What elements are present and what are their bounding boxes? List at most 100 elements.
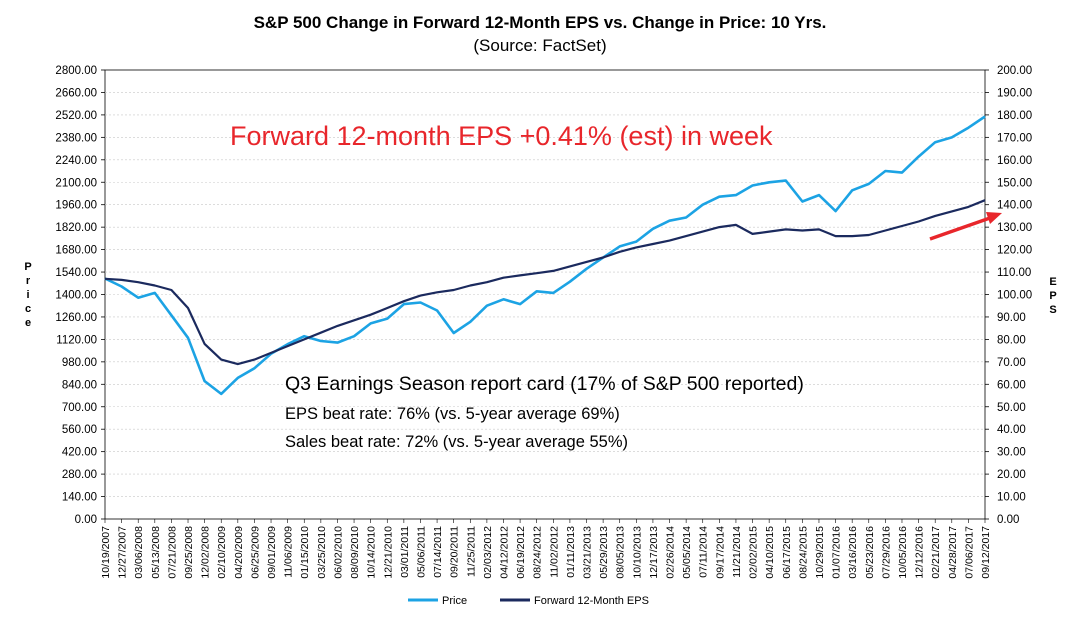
legend: Price Forward 12-Month EPS — [408, 595, 649, 607]
y-tick-label-right: 140.00 — [997, 200, 1032, 212]
x-tick-label: 11/25/2011 — [465, 526, 477, 577]
x-tick-label: 09/17/2014 — [714, 526, 726, 579]
y-tick-label-right: 50.00 — [997, 402, 1026, 414]
y-tick-label-left: 1960.00 — [55, 200, 97, 212]
y-tick-label-left: 2800.00 — [55, 65, 97, 77]
y-tick-label-left: 2660.00 — [55, 87, 97, 99]
legend-label-price: Price — [442, 595, 467, 607]
y-tick-label-left: 1680.00 — [55, 245, 97, 257]
x-tick-label: 06/17/2015 — [781, 526, 793, 579]
y-tick-label-left: 2240.00 — [55, 155, 97, 167]
y-tick-label-right: 130.00 — [997, 222, 1032, 234]
y-tick-label-right: 100.00 — [997, 290, 1032, 302]
y-tick-label-right: 0.00 — [997, 514, 1019, 526]
x-axis: 10/19/2007 12/27/2007 03/06/2008 05/13/2008… — [100, 519, 992, 579]
x-tick-label: 06/02/2010 — [332, 526, 344, 579]
y-tick-label-right: 10.00 — [997, 492, 1026, 504]
y-tick-label-right: 90.00 — [997, 312, 1026, 324]
x-tick-label: 07/21/2008 — [166, 526, 178, 579]
left-y-axis: 0.00 140.00 280.00 420.00 560.00 700.00 840.00… — [55, 65, 105, 526]
x-tick-label: 03/06/2008 — [133, 526, 145, 579]
x-tick-label: 04/20/2009 — [233, 526, 245, 579]
x-tick-label: 12/27/2007 — [117, 526, 129, 579]
series-group — [104, 115, 986, 396]
axis-label-letter: E — [1049, 276, 1056, 288]
y-tick-label-right: 30.00 — [997, 447, 1026, 459]
forward-eps-line — [104, 199, 986, 366]
sales-beat-rate: Sales beat rate: 72% (vs. 5-year average… — [285, 433, 628, 451]
x-tick-label: 08/09/2010 — [349, 526, 361, 579]
y-tick-label-right: 60.00 — [997, 379, 1026, 391]
y-tick-label-left: 280.00 — [62, 469, 97, 481]
axis-label-letter: P — [1049, 290, 1056, 302]
y-tick-label-right: 80.00 — [997, 334, 1026, 346]
axis-label-letter: r — [26, 275, 31, 287]
x-tick-label: 11/06/2009 — [283, 526, 295, 578]
y-tick-label-right: 70.00 — [997, 357, 1026, 369]
x-tick-label: 03/16/2016 — [847, 526, 859, 579]
headline-annotation: Forward 12-month EPS +0.41% (est) in wee… — [230, 121, 773, 151]
y-tick-label-right: 40.00 — [997, 424, 1026, 436]
y-tick-label-left: 840.00 — [62, 379, 97, 391]
price-line — [104, 115, 986, 396]
y-tick-label-right: 110.00 — [997, 267, 1031, 279]
trend-arrow — [929, 212, 1002, 241]
x-tick-label: 02/02/2015 — [748, 526, 760, 579]
x-tick-label: 01/07/2016 — [831, 526, 843, 579]
axis-label-letter: S — [1049, 304, 1056, 316]
axis-label-letter: P — [24, 261, 31, 273]
x-tick-label: 02/26/2014 — [665, 526, 677, 579]
y-tick-label-left: 980.00 — [62, 357, 97, 369]
x-tick-label: 05/13/2008 — [150, 526, 162, 579]
x-tick-label: 04/12/2012 — [498, 526, 510, 579]
x-tick-label: 08/24/2015 — [797, 526, 809, 579]
x-tick-label: 09/25/2008 — [183, 526, 195, 579]
y-tick-label-left: 0.00 — [75, 514, 97, 526]
x-tick-label: 03/01/2011 — [399, 526, 411, 578]
x-tick-label: 10/10/2013 — [631, 526, 643, 579]
y-tick-label-left: 420.00 — [62, 447, 97, 459]
x-tick-label: 09/01/2009 — [266, 526, 278, 579]
x-tick-label: 07/29/2016 — [880, 526, 892, 579]
x-tick-label: 09/12/2017 — [980, 526, 992, 579]
y-tick-label-right: 180.00 — [997, 110, 1032, 122]
x-tick-label: 02/10/2009 — [216, 526, 228, 579]
y-tick-label-right: 170.00 — [997, 132, 1032, 144]
y-tick-label-left: 1540.00 — [55, 267, 97, 279]
x-tick-label: 11/21/2014 — [731, 526, 743, 578]
y-tick-label-left: 560.00 — [62, 424, 97, 436]
x-tick-label: 07/14/2011 — [432, 526, 444, 578]
chart-title: S&P 500 Change in Forward 12-Month EPS v… — [254, 13, 827, 32]
y-tick-label-left: 700.00 — [62, 402, 97, 414]
x-tick-label: 10/19/2007 — [100, 526, 112, 579]
x-tick-label: 05/06/2011 — [415, 526, 427, 578]
y-tick-label-right: 190.00 — [997, 87, 1032, 99]
x-tick-label: 08/05/2013 — [615, 526, 627, 579]
eps-beat-rate: EPS beat rate: 76% (vs. 5-year average 6… — [285, 405, 620, 423]
x-tick-label: 07/11/2014 — [698, 526, 710, 578]
x-tick-label: 08/24/2012 — [532, 526, 544, 579]
right-y-axis: 0.00 10.00 20.00 30.00 40.00 50.00 60.00 70.00 8… — [985, 65, 1032, 526]
x-tick-label: 04/10/2015 — [764, 526, 776, 579]
y-tick-label-right: 200.00 — [997, 65, 1032, 77]
right-axis-label: EPS — [1049, 276, 1056, 316]
x-tick-label: 05/23/2016 — [864, 526, 876, 579]
x-tick-label: 03/25/2010 — [316, 526, 328, 579]
left-axis-label: Price — [24, 261, 31, 329]
legend-label-eps: Forward 12-Month EPS — [534, 595, 649, 607]
y-tick-label-left: 2380.00 — [55, 132, 97, 144]
x-tick-label: 01/15/2010 — [299, 526, 311, 579]
x-tick-label: 12/12/2016 — [914, 526, 926, 579]
x-tick-label: 07/06/2017 — [963, 526, 975, 579]
x-tick-label: 09/20/2011 — [449, 526, 461, 578]
x-tick-label: 06/19/2012 — [515, 526, 527, 579]
y-tick-label-right: 150.00 — [997, 177, 1032, 189]
x-tick-label: 06/25/2009 — [249, 526, 261, 579]
y-tick-label-left: 1120.00 — [56, 334, 97, 346]
x-tick-label: 10/29/2015 — [814, 526, 826, 579]
x-tick-label: 05/29/2013 — [598, 526, 610, 579]
x-tick-label: 12/21/2010 — [382, 526, 394, 579]
y-tick-label-left: 1400.00 — [55, 290, 97, 302]
report-card-title: Q3 Earnings Season report card (17% of S… — [285, 373, 804, 395]
